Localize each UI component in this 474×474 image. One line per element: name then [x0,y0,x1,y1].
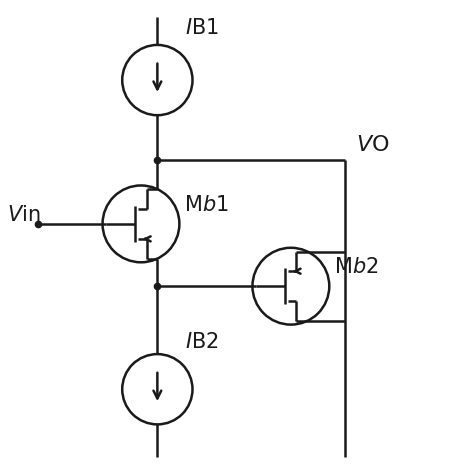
Text: $\it{I}$B1: $\it{I}$B1 [185,18,219,38]
Text: M$\it{b}$2: M$\it{b}$2 [334,257,378,277]
Text: $\it{I}$B2: $\it{I}$B2 [185,332,219,352]
Text: $\it{V}$O: $\it{V}$O [356,135,390,155]
Text: $\it{V}$in: $\it{V}$in [8,204,41,225]
Text: M$\it{b}$1: M$\it{b}$1 [184,195,228,215]
